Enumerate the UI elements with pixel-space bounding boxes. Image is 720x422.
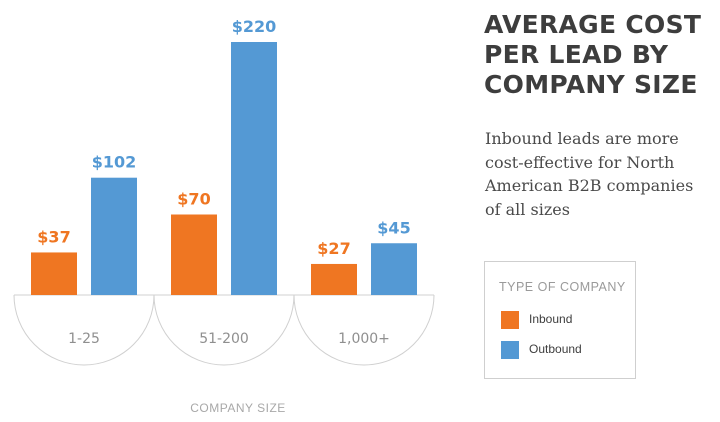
data-label: $102 xyxy=(92,153,137,172)
bar-outbound xyxy=(371,243,417,295)
legend-swatch-inbound xyxy=(501,311,519,329)
category-label: 51-200 xyxy=(199,331,249,347)
data-label: $70 xyxy=(177,190,210,209)
title-line: AVERAGE COST xyxy=(484,10,702,39)
x-axis-label: COMPANY SIZE xyxy=(190,401,286,415)
bar-chart: $37 $102 1-25 $70 $220 51-200 $27 $45 1,000+ COMP… xyxy=(13,17,435,415)
data-label: $45 xyxy=(377,218,410,237)
legend: TYPE OF COMPANY Inbound Outbound xyxy=(484,261,636,379)
bar-inbound xyxy=(171,214,217,295)
legend-label-inbound: Inbound xyxy=(529,312,573,326)
bar-outbound xyxy=(231,42,277,295)
title-line: PER LEAD BY xyxy=(484,40,669,69)
legend-title: TYPE OF COMPANY xyxy=(499,280,626,294)
data-label: $37 xyxy=(37,227,70,246)
subtitle-line: of all sizes xyxy=(485,199,570,219)
category-arc xyxy=(13,294,155,366)
category-label: 1-25 xyxy=(68,331,100,347)
category-label: 1,000+ xyxy=(338,331,390,347)
subtitle-line: American B2B companies xyxy=(485,176,694,195)
data-label: $27 xyxy=(317,239,350,258)
title-line: COMPANY SIZE xyxy=(484,70,698,99)
bar-outbound xyxy=(91,177,137,295)
bar-inbound xyxy=(311,263,357,295)
category-arc xyxy=(293,294,435,366)
legend-swatch-outbound xyxy=(501,341,519,359)
legend-label-outbound: Outbound xyxy=(529,342,582,356)
chart-subtitle: Inbound leads are more cost-effective fo… xyxy=(485,127,715,221)
category-arc xyxy=(153,294,295,366)
chart-title: AVERAGE COST PER LEAD BY COMPANY SIZE xyxy=(484,10,714,100)
bar-inbound xyxy=(31,252,77,295)
subtitle-line: cost-effective for North xyxy=(485,152,675,172)
data-label: $220 xyxy=(232,17,277,36)
subtitle-line: Inbound leads are more xyxy=(485,129,679,148)
